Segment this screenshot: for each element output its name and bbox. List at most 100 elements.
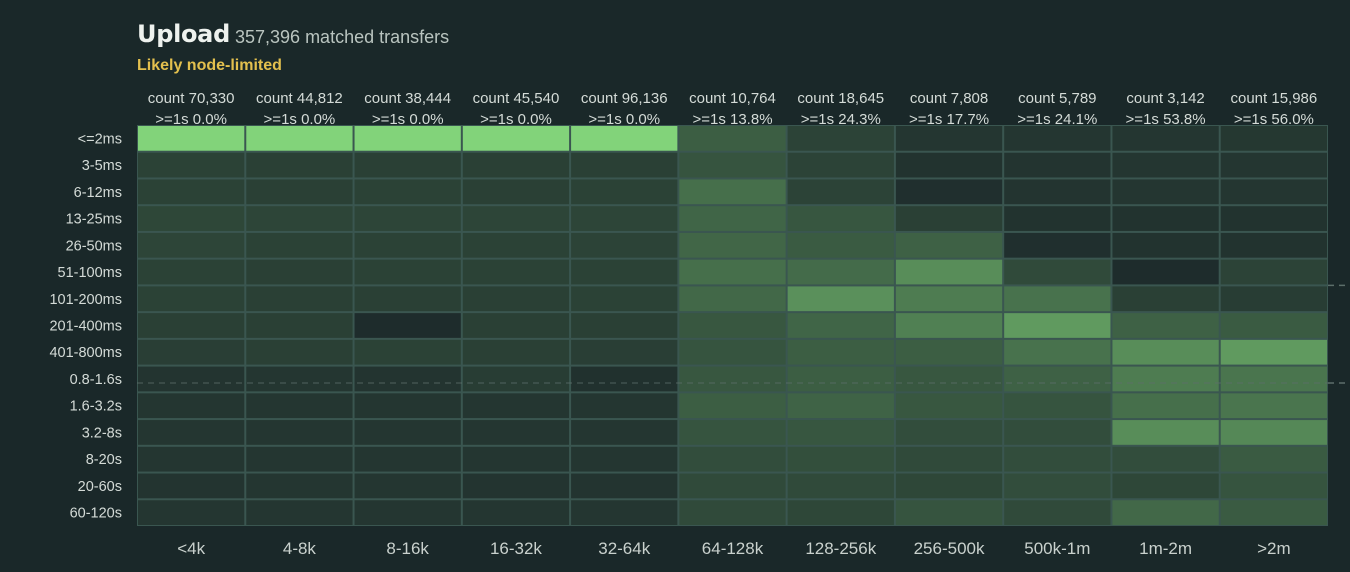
heatmap-cell: [246, 446, 353, 472]
heatmap-cell: [462, 286, 570, 312]
column-count-label: count 96,136: [581, 90, 668, 107]
heatmap-cell: [354, 286, 461, 312]
heatmap-cell: [1004, 232, 1111, 258]
column-slow-percent-label: >=1s 0.0%: [155, 111, 227, 128]
heatmap-cell: [1220, 259, 1327, 285]
heatmap-cell: [1112, 286, 1219, 312]
heatmap-cell: [462, 126, 570, 151]
heatmap-cell: [679, 232, 786, 258]
heatmap-cell: [1220, 286, 1327, 312]
heatmap-cell: [138, 286, 245, 312]
heatmap-cell: [1112, 446, 1219, 472]
column-count-label: count 18,645: [797, 90, 884, 107]
heatmap-cell: [895, 339, 1003, 365]
row-latency-label: 1.6-3.2s: [70, 399, 122, 415]
heatmap-cell: [895, 232, 1003, 258]
heatmap-cell: [571, 339, 678, 365]
column-slow-percent-label: >=1s 13.8%: [692, 111, 772, 128]
heatmap-cell: [1220, 500, 1327, 525]
column-count-label: count 3,142: [1126, 90, 1204, 107]
heatmap-cell: [895, 500, 1003, 525]
heatmap-cell: [895, 179, 1003, 205]
heatmap-cell: [679, 286, 786, 312]
heatmap-cell: [1004, 446, 1111, 472]
heatmap-cell: [571, 152, 678, 178]
heatmap-cell: [138, 126, 245, 151]
heatmap-cell: [1112, 232, 1219, 258]
heatmap-cell: [1004, 313, 1111, 338]
heatmap-cell: [138, 259, 245, 285]
heatmap-cell: [1220, 339, 1327, 365]
heatmap-cell: [895, 420, 1003, 445]
heatmap-cell: [462, 420, 570, 445]
heatmap-cell: [1112, 152, 1219, 178]
heatmap-cell: [571, 286, 678, 312]
heatmap-cell: [138, 446, 245, 472]
heatmap-cell: [1004, 500, 1111, 525]
heatmap-cell: [1220, 313, 1327, 338]
heatmap-cell: [246, 232, 353, 258]
chart-title: Upload: [137, 20, 230, 48]
heatmap-cell: [462, 232, 570, 258]
heatmap-cell: [1004, 473, 1111, 499]
heatmap-cell: [571, 259, 678, 285]
heatmap-cell: [1220, 232, 1327, 258]
heatmap-cell: [462, 206, 570, 231]
heatmap-cell: [462, 366, 570, 392]
heatmap-cell: [679, 259, 786, 285]
column-count-label: count 70,330: [148, 90, 235, 107]
column-slow-percent-label: >=1s 56.0%: [1234, 111, 1314, 128]
heatmap-cell: [679, 313, 786, 338]
heatmap-cell: [246, 420, 353, 445]
heatmap-cell: [1112, 473, 1219, 499]
heatmap-cell: [571, 393, 678, 419]
heatmap-cell: [787, 126, 894, 151]
heatmap-cell: [354, 366, 461, 392]
heatmap-cell: [1004, 179, 1111, 205]
column-size-label: 128-256k: [805, 539, 876, 558]
column-slow-percent-label: >=1s 24.3%: [801, 111, 881, 128]
heatmap-cell: [787, 179, 894, 205]
heatmap-cell: [462, 500, 570, 525]
heatmap-cell: [246, 473, 353, 499]
heatmap-cell: [1220, 420, 1327, 445]
heatmap-cell: [354, 473, 461, 499]
heatmap-cell: [679, 152, 786, 178]
heatmap-cell: [1220, 126, 1327, 151]
row-latency-label: 101-200ms: [49, 292, 122, 308]
heatmap-cell: [1220, 393, 1327, 419]
heatmap-cell: [1112, 500, 1219, 525]
heatmap-cell: [354, 232, 461, 258]
heatmap-cell: [1112, 339, 1219, 365]
row-latency-label: 20-60s: [78, 479, 122, 495]
row-latency-label: 3.2-8s: [82, 425, 122, 441]
heatmap-cell: [138, 420, 245, 445]
column-size-label: <4k: [177, 539, 205, 558]
column-size-label: 4-8k: [283, 539, 317, 558]
heatmap-cell: [679, 420, 786, 445]
row-latency-label: 3-5ms: [82, 158, 122, 174]
heatmap-cell: [1112, 420, 1219, 445]
heatmap-cell: [354, 206, 461, 231]
heatmap-cell: [571, 232, 678, 258]
heatmap-cell: [246, 126, 353, 151]
heatmap-cell: [138, 152, 245, 178]
heatmap-cell: [571, 179, 678, 205]
heatmap-cell: [787, 286, 894, 312]
heatmap-cell: [462, 152, 570, 178]
column-slow-percent-label: >=1s 0.0%: [480, 111, 552, 128]
heatmap-cell: [571, 206, 678, 231]
row-latency-label: 51-100ms: [58, 265, 122, 281]
column-size-label: 32-64k: [598, 539, 650, 558]
column-size-label: 500k-1m: [1024, 539, 1090, 558]
heatmap-cell: [1004, 393, 1111, 419]
heatmap-cell: [1112, 259, 1219, 285]
column-size-label: 16-32k: [490, 539, 542, 558]
heatmap-cell: [138, 179, 245, 205]
column-slow-percent-label: >=1s 24.1%: [1017, 111, 1097, 128]
heatmap-cell: [787, 473, 894, 499]
heatmap-cell: [1220, 446, 1327, 472]
heatmap-cell: [462, 393, 570, 419]
heatmap-cell: [1220, 206, 1327, 231]
